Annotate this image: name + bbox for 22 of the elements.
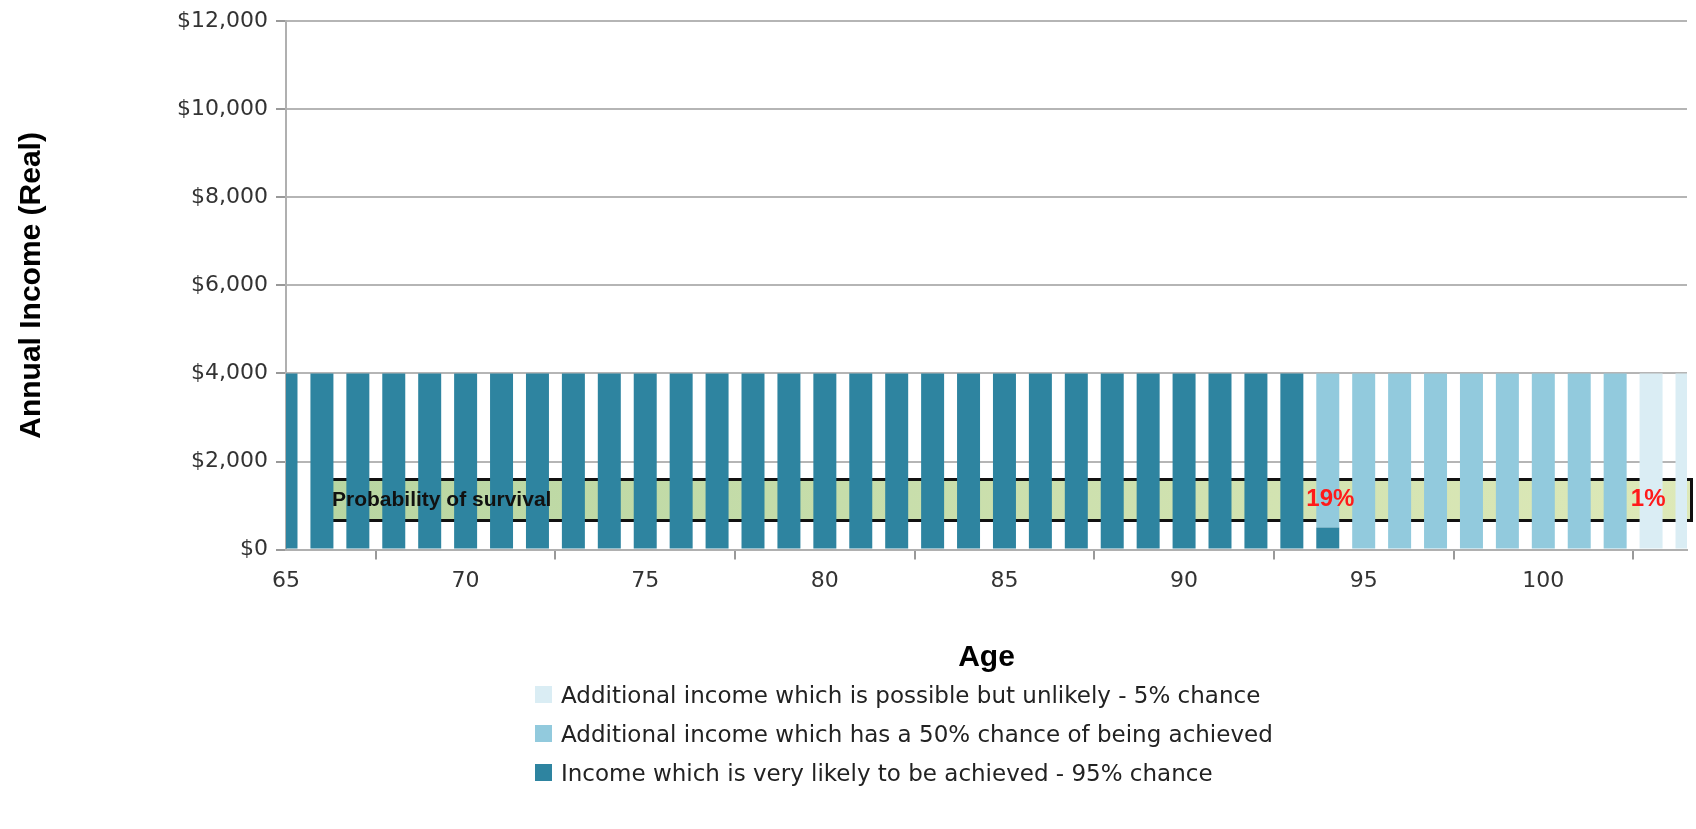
y-tick-label: $12,000 (177, 6, 268, 32)
x-tick-label: 100 (1522, 566, 1565, 592)
x-tick-label: 65 (272, 566, 300, 592)
y-tick-label: $6,000 (191, 271, 268, 297)
y-tick-label: $0 (240, 535, 268, 561)
x-tick-label: 90 (1170, 566, 1199, 592)
x-axis-title: Age (958, 639, 1015, 673)
x-tick-label: 85 (990, 566, 1019, 592)
legend-label: Income which is very likely to be achieved - 95% chance (561, 759, 1213, 786)
annotation: 1% (1630, 483, 1666, 512)
x-tick-label: 95 (1349, 566, 1378, 592)
x-tick-label: 80 (810, 566, 839, 592)
annotation: 19% (1306, 483, 1355, 512)
y-tick-label: $10,000 (177, 94, 268, 120)
y-axis-title: Annual Income (Real) (13, 132, 47, 439)
legend-label: Additional income which is possible but unlikely - 5% chance (561, 681, 1261, 708)
y-tick-label: $8,000 (191, 183, 268, 209)
y-tick-label: $4,000 (191, 359, 268, 385)
x-tick-label: 75 (631, 566, 660, 592)
legend-label: Additional income which has a 50% chance of being achieved (561, 720, 1273, 747)
y-tick-label: $2,000 (191, 447, 268, 473)
x-tick-label: 70 (451, 566, 480, 592)
